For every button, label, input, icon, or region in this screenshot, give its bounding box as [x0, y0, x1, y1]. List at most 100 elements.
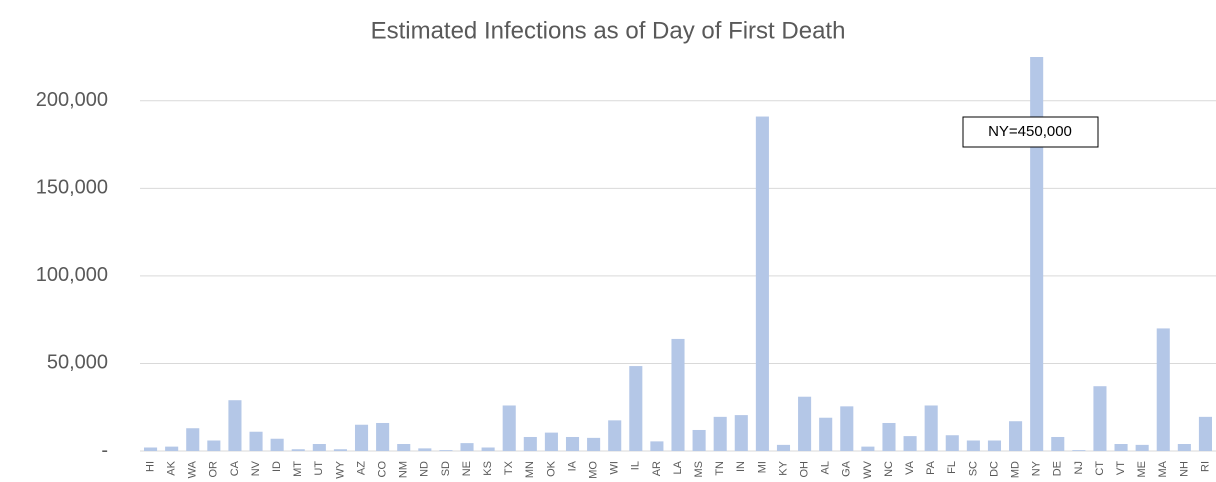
x-tick-label: LA [672, 460, 684, 474]
x-tick-label: IA [566, 460, 578, 471]
x-tick-label: CO [377, 461, 389, 478]
bar [734, 415, 748, 451]
x-tick-label: MS [693, 461, 705, 478]
bar [966, 440, 980, 451]
x-tick-label: MD [1009, 461, 1021, 478]
bar [397, 443, 411, 451]
x-tick-label: OR [208, 461, 220, 478]
annotation: NY=450,000 [988, 123, 1072, 140]
x-tick-label: WI [609, 461, 621, 474]
x-tick-label: DE [1052, 461, 1064, 476]
bar [1009, 421, 1023, 451]
bar [608, 420, 622, 451]
bar [249, 431, 263, 451]
x-tick-label: PA [925, 460, 937, 475]
x-tick-label: ID [271, 461, 283, 472]
x-tick-label: MT [292, 461, 304, 477]
y-tick-label: 150,000 [36, 177, 108, 199]
y-tick-label: 100,000 [36, 264, 108, 286]
bar [502, 405, 516, 451]
bar [987, 440, 1002, 451]
x-tick-label: NE [461, 461, 473, 476]
bar [1072, 450, 1086, 451]
bar [587, 437, 601, 451]
x-tick-label: NC [883, 461, 895, 477]
bar [186, 428, 200, 451]
bar [333, 449, 347, 451]
bar [671, 338, 685, 451]
bar [1135, 444, 1149, 451]
bar [165, 446, 179, 451]
bar [354, 424, 369, 451]
bar [629, 366, 643, 451]
bar [312, 443, 326, 451]
bar [1114, 443, 1128, 451]
x-tick-label: MO [588, 461, 600, 479]
x-tick-label: ND [419, 461, 431, 477]
bar [1156, 328, 1170, 451]
bar [144, 447, 158, 451]
bar [481, 447, 495, 451]
y-tick-label: 50,000 [47, 352, 108, 374]
x-tick-label: RI [1199, 461, 1211, 472]
bar [207, 440, 221, 451]
y-tick-label: 200,000 [36, 89, 108, 111]
x-tick-label: NM [398, 461, 410, 478]
bar [1198, 416, 1212, 451]
x-tick-label: WY [334, 460, 346, 478]
bar [565, 436, 580, 451]
x-tick-label: KS [482, 461, 494, 476]
x-tick-label: AK [166, 460, 178, 475]
x-tick-label: KY [777, 460, 789, 475]
x-tick-label: IL [630, 461, 642, 470]
bar [1030, 57, 1044, 451]
bar [903, 436, 917, 451]
x-tick-label: NH [1178, 461, 1190, 477]
x-tick-label: CT [1094, 461, 1106, 476]
bar [755, 116, 769, 451]
annotation-box [962, 116, 1099, 148]
x-tick-label: NY [1031, 460, 1043, 476]
x-tick-label: TN [714, 461, 726, 476]
bar [798, 396, 812, 451]
bar [270, 438, 284, 451]
bar [418, 448, 432, 451]
x-tick-label: MI [756, 461, 768, 473]
x-tick-label: MN [524, 461, 536, 478]
bar [840, 406, 854, 451]
chart-title: Estimated Infections as of Day of First … [371, 17, 846, 44]
x-tick-label: UT [313, 461, 325, 476]
x-tick-label: WV [862, 460, 874, 478]
bar [776, 444, 791, 451]
bar [460, 443, 474, 451]
x-tick-label: AZ [355, 461, 367, 475]
x-tick-label: NJ [1073, 461, 1085, 474]
x-tick-label: OH [798, 461, 810, 478]
x-tick-label: GA [841, 460, 853, 477]
bar [861, 446, 875, 451]
x-tick-label: MA [1157, 460, 1169, 477]
x-tick-label: TX [503, 460, 515, 475]
x-tick-label: NV [250, 460, 262, 476]
bar [945, 435, 959, 451]
x-tick-label: WA [187, 460, 199, 478]
x-tick-label: AL [820, 461, 832, 474]
x-tick-label: IN [735, 461, 747, 472]
bar [439, 450, 453, 451]
y-tick-label: - [101, 439, 108, 461]
x-tick-label: CA [229, 460, 241, 476]
bar [523, 436, 537, 451]
bar [650, 441, 664, 451]
bar [1093, 386, 1107, 451]
x-tick-label: DC [988, 461, 1000, 477]
x-tick-label: SD [440, 461, 452, 476]
x-tick-label: VT [1115, 461, 1127, 475]
bar [1051, 436, 1065, 451]
bar [713, 416, 727, 451]
bar [819, 417, 833, 451]
x-tick-label: OK [545, 460, 557, 477]
x-tick-label: VA [904, 460, 916, 475]
bar [1177, 443, 1191, 451]
x-tick-label: FL [946, 461, 958, 474]
